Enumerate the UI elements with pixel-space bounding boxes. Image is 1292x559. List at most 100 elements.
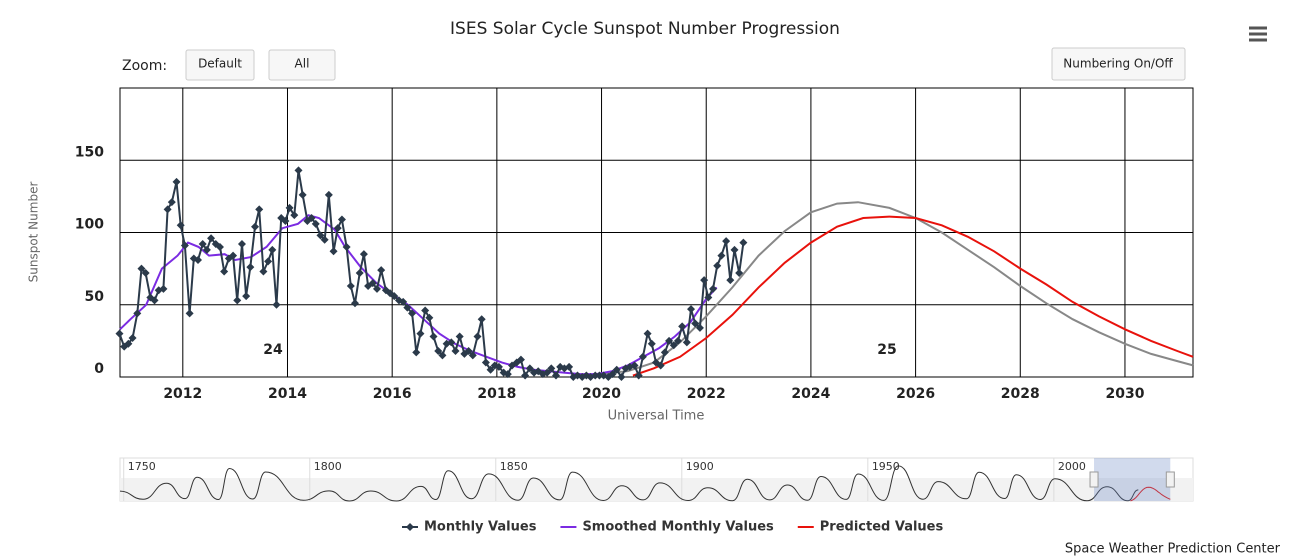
data-point bbox=[167, 198, 176, 207]
data-point bbox=[547, 364, 556, 373]
data-point bbox=[115, 329, 124, 338]
series-line bbox=[632, 215, 1194, 377]
data-point bbox=[202, 245, 211, 254]
data-point bbox=[691, 319, 700, 328]
data-point bbox=[193, 255, 202, 264]
data-point bbox=[368, 279, 377, 288]
data-point bbox=[311, 219, 320, 228]
data-point bbox=[355, 268, 364, 277]
button-label: Default bbox=[198, 57, 242, 71]
data-point bbox=[180, 241, 189, 250]
data-point bbox=[525, 364, 534, 373]
x-axis-label: Universal Time bbox=[608, 409, 705, 424]
navigator-line bbox=[119, 465, 1139, 502]
navigator-tick-label: 1950 bbox=[872, 460, 900, 473]
data-point bbox=[141, 268, 150, 277]
data-point bbox=[337, 215, 346, 224]
data-point bbox=[399, 297, 408, 306]
navigator-tick-label: 1750 bbox=[128, 460, 156, 473]
data-point bbox=[133, 309, 142, 318]
data-point bbox=[351, 299, 360, 308]
data-point bbox=[421, 306, 430, 315]
data-point bbox=[726, 276, 735, 285]
numbering-button[interactable]: Numbering On/Off bbox=[1051, 47, 1186, 81]
cycle-label: 24 bbox=[263, 342, 283, 358]
data-point bbox=[408, 309, 417, 318]
data-point bbox=[591, 371, 600, 380]
x-tick-label: 2012 bbox=[163, 386, 202, 402]
data-point bbox=[359, 250, 368, 259]
data-point bbox=[329, 247, 338, 256]
data-point bbox=[377, 266, 386, 275]
legend-label[interactable]: Monthly Values bbox=[424, 520, 537, 535]
series-line bbox=[596, 201, 1194, 376]
data-point bbox=[237, 240, 246, 249]
data-point bbox=[468, 351, 477, 360]
data-point bbox=[172, 177, 181, 186]
data-point bbox=[294, 166, 303, 175]
navigator-tick-label: 1850 bbox=[500, 460, 528, 473]
data-point bbox=[552, 371, 561, 380]
navigator-handle[interactable] bbox=[1089, 471, 1099, 488]
x-tick-label: 2028 bbox=[1001, 386, 1040, 402]
chart-title: ISES Solar Cycle Sunspot Number Progress… bbox=[450, 19, 840, 39]
zoom-default-button[interactable]: Default bbox=[185, 49, 255, 81]
data-point bbox=[730, 245, 739, 254]
data-point bbox=[516, 355, 525, 364]
data-point bbox=[451, 346, 460, 355]
data-point bbox=[163, 205, 172, 214]
data-point bbox=[333, 224, 342, 233]
legend-label[interactable]: Predicted Values bbox=[820, 520, 944, 535]
data-point bbox=[390, 292, 399, 301]
data-point bbox=[412, 348, 421, 357]
data-point bbox=[638, 352, 647, 361]
data-point bbox=[298, 190, 307, 199]
data-point bbox=[285, 203, 294, 212]
navigator-selection[interactable] bbox=[1094, 458, 1171, 501]
x-tick-label: 2030 bbox=[1105, 386, 1144, 402]
x-tick-label: 2022 bbox=[687, 386, 726, 402]
zoom-all-button[interactable]: All bbox=[268, 49, 336, 81]
data-point bbox=[242, 292, 251, 301]
legend-label[interactable]: Smoothed Monthly Values bbox=[582, 520, 774, 535]
y-tick-label: 0 bbox=[94, 361, 104, 377]
data-point bbox=[656, 361, 665, 370]
x-tick-label: 2016 bbox=[373, 386, 412, 402]
menu-icon[interactable] bbox=[1249, 26, 1267, 42]
data-point bbox=[643, 329, 652, 338]
navigator-handle[interactable] bbox=[1165, 471, 1175, 488]
data-point bbox=[259, 267, 268, 276]
navigator-tick-label: 1900 bbox=[686, 460, 714, 473]
navigator-track bbox=[120, 478, 1193, 501]
data-point bbox=[595, 371, 604, 380]
data-point bbox=[124, 339, 133, 348]
data-point bbox=[416, 329, 425, 338]
data-point bbox=[215, 242, 224, 251]
data-point bbox=[128, 333, 137, 342]
y-tick-label: 100 bbox=[75, 217, 104, 233]
data-point bbox=[647, 339, 656, 348]
x-tick-label: 2020 bbox=[582, 386, 621, 402]
data-point bbox=[477, 315, 486, 324]
data-point bbox=[503, 370, 512, 379]
button-label: All bbox=[295, 57, 310, 71]
data-point bbox=[434, 346, 443, 355]
button-label: Numbering On/Off bbox=[1063, 57, 1173, 71]
data-point bbox=[612, 365, 621, 374]
x-tick-label: 2024 bbox=[791, 386, 830, 402]
data-point bbox=[429, 332, 438, 341]
data-point bbox=[307, 214, 316, 223]
data-point bbox=[630, 361, 639, 370]
data-point bbox=[617, 373, 626, 381]
data-point bbox=[739, 238, 748, 247]
data-point bbox=[233, 296, 242, 305]
data-point bbox=[176, 221, 185, 230]
data-point bbox=[660, 348, 669, 357]
data-point bbox=[521, 371, 530, 380]
data-point bbox=[700, 276, 709, 285]
x-tick-label: 2014 bbox=[268, 386, 307, 402]
data-point bbox=[543, 368, 552, 377]
data-point bbox=[251, 222, 260, 231]
data-point bbox=[281, 216, 290, 225]
data-point bbox=[150, 296, 159, 305]
